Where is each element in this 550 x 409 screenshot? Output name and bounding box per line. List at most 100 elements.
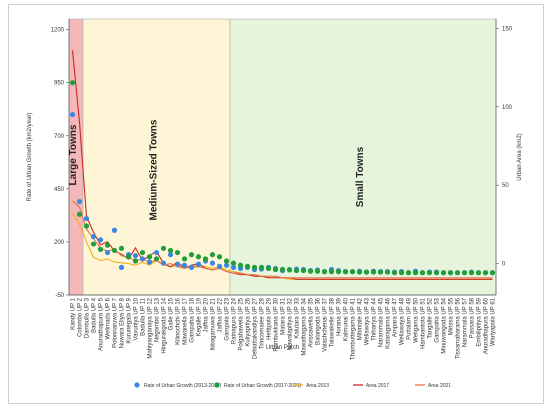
x-tick-label: Mawathagama UP 34 bbox=[302, 297, 308, 355]
point-growth-2017-2021 bbox=[244, 263, 251, 269]
point-growth-2017-2021 bbox=[83, 223, 90, 229]
x-tick-label: Mawanella UP 17 bbox=[183, 297, 189, 345]
point-growth-2013-2017 bbox=[118, 264, 125, 270]
x-tick-label: Kandy UP 1 bbox=[71, 297, 77, 330]
point-growth-2017-2021 bbox=[230, 260, 237, 266]
point-growth-2017-2021 bbox=[237, 262, 244, 268]
x-tick-label: Kegalle UP 19 bbox=[197, 297, 203, 336]
point-growth-2017-2021 bbox=[398, 270, 405, 276]
x-tick-label: Kuliyapitiya UP 26 bbox=[246, 297, 252, 346]
point-growth-2017-2021 bbox=[188, 252, 195, 258]
point-growth-2013-2017 bbox=[195, 261, 202, 267]
legend-label-0: Rate of Urban Growth (2013-2017) bbox=[144, 383, 222, 389]
x-tick-label: Anuradhapura UP 60 bbox=[484, 297, 490, 354]
x-tick-label: Narammala UP 45 bbox=[379, 297, 385, 347]
axes: -50 200 450 700 950 1200 0 50 100 150 Rate of Urba… bbox=[27, 19, 523, 360]
point-growth-2013-2017 bbox=[97, 237, 104, 243]
point-growth-2017-2021 bbox=[342, 269, 349, 275]
x-tick-label: Valachchenai UP 37 bbox=[323, 297, 329, 351]
point-growth-2017-2021 bbox=[461, 270, 468, 276]
x-tick-label: Dambulla UP 3 bbox=[85, 297, 91, 338]
x-tick-label: Kilinochchi UP 16 bbox=[176, 297, 182, 345]
x-tick-label: Dehiattakandiya UP 27 bbox=[253, 297, 259, 359]
point-growth-2013-2017 bbox=[90, 234, 97, 240]
point-growth-2013-2017 bbox=[188, 264, 195, 270]
point-growth-2017-2021 bbox=[76, 211, 83, 217]
region-label-1: Large Towns bbox=[68, 124, 79, 185]
point-growth-2017-2021 bbox=[202, 256, 209, 262]
x-tick-label: Polgahawela UP 25 bbox=[239, 297, 245, 350]
region-label-2: Medium-Sized Towns bbox=[149, 119, 160, 220]
x-tick-label: Jaffna UP 20 bbox=[204, 297, 210, 332]
y-axis-right-title: Urban Area (km2) bbox=[517, 133, 523, 180]
y-left-tick-label: 950 bbox=[54, 81, 65, 87]
point-growth-2013-2017 bbox=[209, 260, 216, 266]
point-growth-2017-2021 bbox=[111, 247, 118, 254]
region-labels: Large Towns Medium-Sized Towns Small Towns bbox=[68, 119, 366, 220]
point-growth-2017-2021 bbox=[363, 269, 370, 275]
point-growth-2017-2021 bbox=[132, 258, 139, 264]
point-growth-2017-2021 bbox=[97, 246, 104, 252]
x-tick-label: Puttalam UP 49 bbox=[407, 297, 413, 340]
x-tick-label: Badulla UP 11 bbox=[141, 297, 147, 335]
point-growth-2017-2021 bbox=[216, 254, 223, 260]
point-growth-2013-2017 bbox=[69, 111, 76, 118]
x-tick-label: Tissamaharama UP 56 bbox=[456, 297, 462, 359]
point-growth-2017-2021 bbox=[433, 270, 440, 276]
legend-swatch-1 bbox=[214, 382, 220, 388]
x-tick-label: Badulla UP 4 bbox=[92, 297, 98, 333]
y-right-tick-label: 100 bbox=[502, 105, 513, 111]
region-2 bbox=[82, 18, 231, 296]
point-growth-2017-2021 bbox=[307, 268, 314, 274]
x-tick-label: Vavuniya UP 10 bbox=[134, 297, 140, 340]
point-growth-2017-2021 bbox=[251, 264, 258, 270]
point-growth-2017-2021 bbox=[174, 249, 181, 256]
point-growth-2013-2017 bbox=[111, 227, 118, 233]
point-growth-2017-2021 bbox=[468, 270, 475, 276]
point-growth-2017-2021 bbox=[258, 264, 265, 270]
point-growth-2017-2021 bbox=[377, 269, 384, 275]
point-growth-2017-2021 bbox=[90, 241, 97, 247]
point-growth-2017-2021 bbox=[335, 269, 342, 275]
y-left-tick-label: -50 bbox=[55, 293, 64, 299]
region-3 bbox=[229, 18, 497, 296]
point-growth-2017-2021 bbox=[405, 270, 412, 276]
point-growth-2017-2021 bbox=[447, 270, 454, 276]
x-tick-label: Negombo UP 13 bbox=[155, 297, 161, 342]
x-tick-label: Jaffna UP 22 bbox=[218, 297, 224, 332]
x-tick-label: Talawakelle UP 38 bbox=[330, 297, 336, 347]
point-growth-2013-2017 bbox=[160, 260, 167, 266]
point-growth-2017-2021 bbox=[328, 269, 335, 275]
x-tick-label: Rambukkana UP 30 bbox=[274, 297, 280, 351]
x-tick-label: Gampaha UP 18 bbox=[190, 297, 196, 342]
x-tick-label: Kataragama UP 46 bbox=[386, 297, 392, 349]
point-growth-2017-2021 bbox=[139, 249, 146, 256]
point-growth-2017-2021 bbox=[125, 254, 132, 260]
point-growth-2017-2021 bbox=[384, 269, 391, 275]
x-tick-label: Mirissa UP 55 bbox=[449, 297, 455, 335]
point-growth-2017-2021 bbox=[440, 270, 447, 276]
legend-swatch-0 bbox=[134, 382, 140, 388]
y-axis-left-title: Rate of Urban Growth (km2/year) bbox=[27, 113, 33, 202]
point-growth-2017-2021 bbox=[293, 267, 300, 274]
point-growth-2017-2021 bbox=[412, 270, 419, 276]
point-growth-2013-2017 bbox=[181, 262, 188, 268]
x-axis-title: Urban Patch bbox=[266, 345, 299, 351]
point-growth-2017-2021 bbox=[314, 268, 321, 274]
legend-label-2: Area 2013 bbox=[306, 383, 329, 389]
x-tick-label: Mahiyanganaya UP 12 bbox=[148, 297, 154, 358]
x-tick-label: Hambantota UP 51 bbox=[421, 297, 427, 349]
x-tick-label: Thihariya UP 44 bbox=[372, 297, 378, 341]
chart-frame: -50 200 450 700 950 1200 0 50 100 150 Rate of Urba… bbox=[8, 4, 544, 404]
x-tick-label: Balangoda UP 36 bbox=[316, 297, 322, 345]
urban-growth-chart: -50 200 450 700 950 1200 0 50 100 150 Rate of Urba… bbox=[27, 18, 523, 389]
point-growth-2017-2021 bbox=[489, 270, 496, 276]
x-tick-label: Welimada UP 6 bbox=[106, 297, 112, 339]
y-left-tick-label: 450 bbox=[54, 187, 65, 193]
x-tick-label: Tangalle UP 52 bbox=[428, 297, 434, 338]
point-growth-2013-2017 bbox=[223, 262, 230, 268]
point-growth-2017-2021 bbox=[419, 270, 426, 276]
point-growth-2017-2021 bbox=[349, 269, 356, 275]
x-tick-label: Ampara UP 47 bbox=[393, 297, 399, 337]
point-growth-2017-2021 bbox=[286, 267, 293, 273]
